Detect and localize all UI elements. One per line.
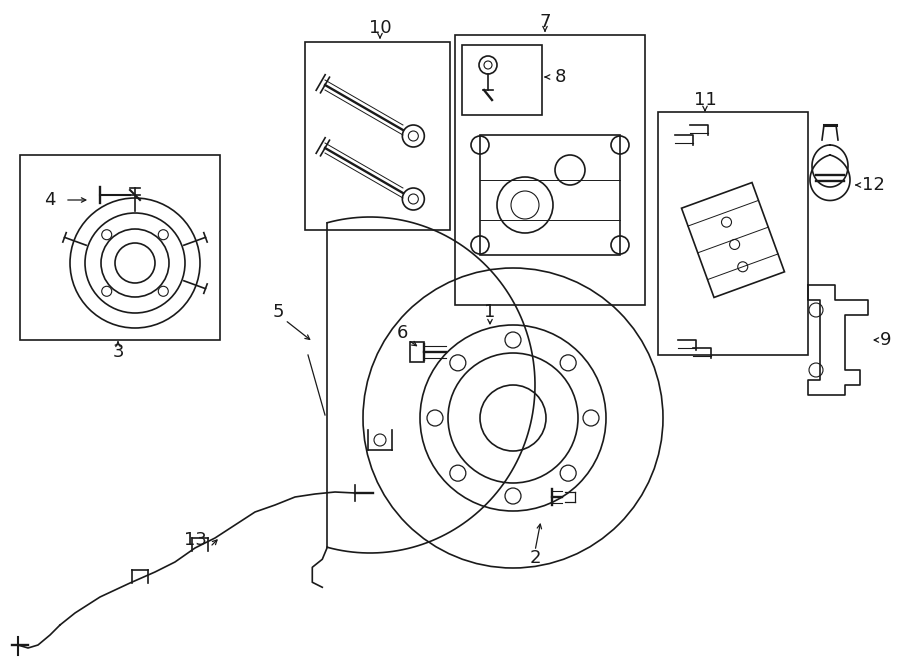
Text: 3: 3 [112,343,124,361]
Text: 5: 5 [272,303,284,321]
Bar [20,155,220,340]
Text: 11: 11 [694,91,716,109]
Bar [658,112,808,355]
Bar [305,42,450,230]
Text: 12: 12 [861,176,885,194]
Text: 9: 9 [880,331,892,349]
Text: 2: 2 [529,549,541,567]
Bar [410,342,424,362]
Bar [455,35,645,305]
Text: 7: 7 [539,13,551,31]
Text: 4: 4 [44,191,56,209]
Text: 10: 10 [369,19,392,37]
Text: 1: 1 [484,303,496,321]
Bar [462,45,542,115]
Bar [480,135,620,255]
Text: 13: 13 [184,531,206,549]
Text: 8: 8 [554,68,566,86]
Text: 6: 6 [396,324,408,342]
